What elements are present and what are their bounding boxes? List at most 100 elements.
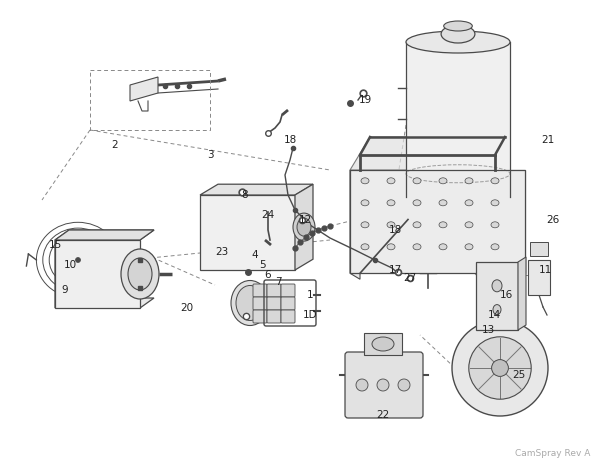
Ellipse shape <box>491 222 499 228</box>
Ellipse shape <box>441 25 475 43</box>
Ellipse shape <box>491 178 499 184</box>
Polygon shape <box>518 257 526 330</box>
Ellipse shape <box>439 200 447 206</box>
Text: 20: 20 <box>181 303 194 313</box>
Ellipse shape <box>387 244 395 250</box>
Ellipse shape <box>413 200 421 206</box>
Ellipse shape <box>465 200 473 206</box>
Ellipse shape <box>387 178 395 184</box>
Ellipse shape <box>452 320 548 416</box>
Ellipse shape <box>128 258 152 290</box>
Text: 7: 7 <box>275 277 281 287</box>
Ellipse shape <box>361 222 369 228</box>
Polygon shape <box>295 184 313 270</box>
FancyBboxPatch shape <box>345 352 423 418</box>
Ellipse shape <box>413 222 421 228</box>
Ellipse shape <box>439 222 447 228</box>
Ellipse shape <box>297 218 311 236</box>
FancyBboxPatch shape <box>530 242 548 256</box>
FancyBboxPatch shape <box>281 284 295 297</box>
Ellipse shape <box>387 200 395 206</box>
FancyBboxPatch shape <box>364 333 402 355</box>
Text: 9: 9 <box>62 285 68 295</box>
Ellipse shape <box>444 21 472 31</box>
Ellipse shape <box>465 222 473 228</box>
FancyBboxPatch shape <box>253 310 267 323</box>
Ellipse shape <box>293 213 315 241</box>
FancyBboxPatch shape <box>267 284 281 297</box>
Text: 12: 12 <box>298 215 311 225</box>
Text: 16: 16 <box>499 290 512 300</box>
Text: 24: 24 <box>262 210 275 220</box>
Text: 19: 19 <box>358 95 371 105</box>
Ellipse shape <box>491 200 499 206</box>
Ellipse shape <box>361 244 369 250</box>
Polygon shape <box>55 230 154 240</box>
Text: 21: 21 <box>541 135 554 145</box>
FancyBboxPatch shape <box>55 240 140 308</box>
Ellipse shape <box>361 200 369 206</box>
FancyBboxPatch shape <box>406 42 510 197</box>
Ellipse shape <box>491 244 499 250</box>
Polygon shape <box>350 170 360 279</box>
Text: 1D: 1D <box>302 310 317 320</box>
Text: 25: 25 <box>512 370 526 380</box>
FancyBboxPatch shape <box>528 260 550 295</box>
Text: 18: 18 <box>283 135 296 145</box>
FancyBboxPatch shape <box>253 284 267 297</box>
Ellipse shape <box>469 337 531 399</box>
Text: 5: 5 <box>259 260 265 270</box>
Text: 15: 15 <box>49 240 62 250</box>
Text: 6: 6 <box>265 270 271 280</box>
Ellipse shape <box>387 222 395 228</box>
Ellipse shape <box>361 178 369 184</box>
Ellipse shape <box>76 258 80 263</box>
Text: 4: 4 <box>251 250 259 260</box>
Ellipse shape <box>71 253 85 266</box>
Text: 14: 14 <box>487 310 500 320</box>
FancyBboxPatch shape <box>267 297 281 310</box>
Ellipse shape <box>398 379 410 391</box>
Ellipse shape <box>236 286 264 320</box>
Text: 27: 27 <box>403 273 416 283</box>
Polygon shape <box>350 137 505 170</box>
Ellipse shape <box>406 186 510 208</box>
Ellipse shape <box>465 178 473 184</box>
Ellipse shape <box>377 379 389 391</box>
Text: 17: 17 <box>388 265 401 275</box>
Ellipse shape <box>121 249 159 299</box>
Polygon shape <box>130 77 158 101</box>
FancyBboxPatch shape <box>281 310 295 323</box>
Ellipse shape <box>406 31 510 53</box>
Polygon shape <box>505 170 525 273</box>
Text: 23: 23 <box>215 247 229 257</box>
Ellipse shape <box>413 178 421 184</box>
Text: 22: 22 <box>376 410 389 420</box>
Text: 1: 1 <box>307 290 313 300</box>
Text: 8: 8 <box>242 190 248 200</box>
FancyBboxPatch shape <box>476 262 518 330</box>
FancyBboxPatch shape <box>200 195 295 270</box>
FancyBboxPatch shape <box>253 297 267 310</box>
Ellipse shape <box>356 379 368 391</box>
Text: CamSpray Rev A: CamSpray Rev A <box>515 449 590 458</box>
Polygon shape <box>350 170 525 273</box>
Text: 26: 26 <box>547 215 560 225</box>
Text: 18: 18 <box>388 225 401 235</box>
FancyBboxPatch shape <box>281 297 295 310</box>
Polygon shape <box>55 230 154 308</box>
Ellipse shape <box>372 337 394 351</box>
Ellipse shape <box>491 359 508 376</box>
Ellipse shape <box>493 305 501 315</box>
Text: 11: 11 <box>538 265 551 275</box>
Ellipse shape <box>465 244 473 250</box>
Ellipse shape <box>413 244 421 250</box>
Ellipse shape <box>439 178 447 184</box>
Ellipse shape <box>439 244 447 250</box>
Text: 10: 10 <box>64 260 77 270</box>
Ellipse shape <box>231 280 269 326</box>
Text: 13: 13 <box>481 325 494 335</box>
FancyBboxPatch shape <box>267 310 281 323</box>
Ellipse shape <box>492 280 502 292</box>
Text: 2: 2 <box>112 140 118 150</box>
